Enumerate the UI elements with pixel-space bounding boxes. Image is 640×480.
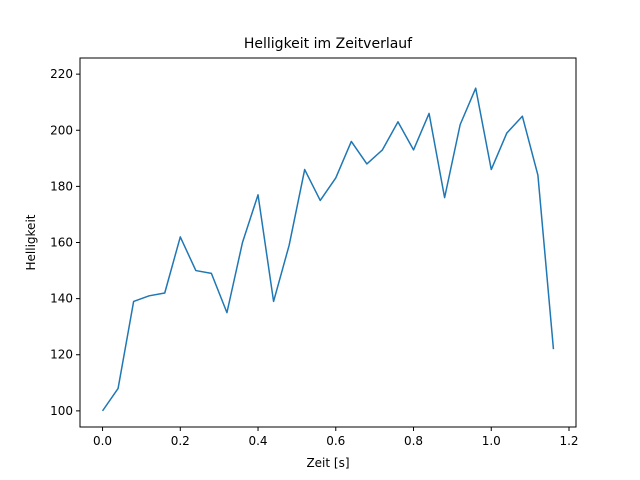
x-tick-label: 0.4 [248,434,267,448]
y-tick-label: 160 [50,236,73,250]
y-tick-label: 120 [50,348,73,362]
x-tick-label: 1.0 [482,434,501,448]
y-axis: 100 120 140 160 180 200 220 [50,67,80,418]
x-tick-label: 0.6 [326,434,345,448]
x-tick-label: 0.2 [171,434,190,448]
x-tick-label: 1.2 [559,434,578,448]
series-layer [101,87,555,412]
y-axis-label: Helligkeit [24,214,38,270]
y-tick-label: 140 [50,292,73,306]
x-tick-label: 0.0 [93,434,112,448]
chart-title: Helligkeit im Zeitverlauf [244,36,413,52]
y-tick-label: 200 [50,123,73,137]
x-tick-label: 0.8 [404,434,423,448]
y-tick-label: 100 [50,404,73,418]
y-tick-label: 220 [50,67,73,81]
x-axis-label: Zeit [s] [306,456,349,470]
x-axis: 0.0 0.2 0.4 0.6 0.8 1.0 1.2 [93,427,579,448]
y-tick-label: 180 [50,179,73,193]
series-line-0 [101,87,555,412]
